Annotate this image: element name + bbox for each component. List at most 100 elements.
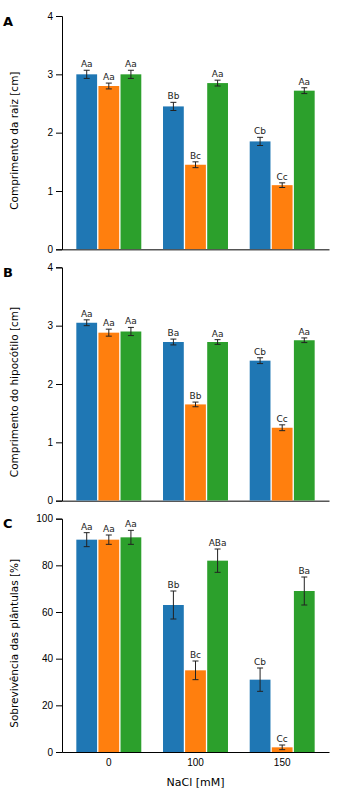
error-bar	[257, 137, 263, 145]
y-tick-mark	[56, 705, 62, 706]
y-tick-label: 0	[47, 747, 53, 758]
bar-annotation: Cb	[254, 126, 266, 136]
y-tick-mark	[56, 74, 62, 75]
bar	[185, 404, 206, 500]
bar-annotation: Cc	[277, 172, 288, 182]
y-tick-label: 1	[47, 186, 53, 197]
bar	[121, 74, 142, 249]
y-axis: 01234	[47, 262, 62, 506]
error-bar	[193, 162, 199, 168]
y-axis-line	[56, 519, 63, 752]
y-axis-title: Comprimento do hipocótilo [cm]	[8, 307, 20, 477]
bar-annotation: Bc	[190, 151, 201, 161]
y-tick: 0	[47, 244, 62, 255]
error-bar	[128, 327, 134, 335]
bar	[163, 342, 184, 501]
bar	[207, 342, 228, 501]
bar	[76, 323, 97, 501]
bar-annotation: Aa	[125, 59, 137, 69]
x-tick: 150	[274, 757, 291, 768]
chart-svg: 01234AaBbCbAaBcCcAaAaAaAComprimento da r…	[0, 0, 339, 796]
error-bar	[84, 533, 90, 547]
error-bar	[279, 745, 285, 750]
marks	[76, 530, 314, 752]
bar-annotation: Aa	[103, 318, 115, 328]
bar	[76, 74, 97, 249]
error-bar	[301, 577, 307, 605]
y-tick-mark	[56, 384, 62, 385]
error-bar	[301, 88, 307, 94]
y-tick: 0	[47, 495, 62, 506]
error-bar	[106, 329, 112, 336]
bar	[294, 591, 315, 752]
panel-title: C	[3, 516, 13, 531]
marks	[76, 70, 314, 249]
error-bar	[84, 320, 90, 326]
bar	[98, 86, 119, 249]
error-bar	[128, 530, 134, 544]
y-tick: 3	[47, 320, 62, 331]
y-tick-mark	[56, 565, 62, 566]
x-axis: 0100150	[63, 753, 330, 769]
y-tick: 2	[47, 379, 62, 390]
y-tick-label: 0	[47, 244, 53, 255]
y-tick-label: 2	[47, 127, 53, 138]
bar	[163, 605, 184, 752]
error-bar	[170, 339, 176, 345]
bar-annotation: Aa	[298, 77, 310, 87]
x-axis	[63, 249, 330, 250]
y-tick-label: 20	[42, 700, 54, 711]
panel: 01234AaBbCbAaBcCcAaAaAaAComprimento da r…	[3, 11, 330, 255]
bar	[121, 332, 142, 501]
bar-annotation: Aa	[81, 522, 93, 532]
bar	[185, 165, 206, 250]
y-tick: 100	[36, 513, 62, 524]
y-tick: 1	[47, 186, 62, 197]
bar	[121, 537, 142, 752]
y-tick-mark	[56, 501, 62, 502]
y-tick: 60	[42, 607, 62, 618]
error-bar	[257, 668, 263, 691]
y-tick-label: 3	[47, 320, 53, 331]
y-tick: 1	[47, 437, 62, 448]
y-tick: 3	[47, 69, 62, 80]
y-axis: 01234	[47, 11, 62, 255]
y-tick-label: 0	[47, 495, 53, 506]
error-bar	[215, 549, 221, 572]
bar-annotation: Aa	[81, 309, 93, 319]
x-axis	[63, 501, 330, 502]
bar-annotation: Cb	[254, 657, 266, 667]
bar-annotation: Aa	[212, 69, 224, 79]
y-tick-mark	[56, 249, 62, 250]
error-bar	[84, 70, 90, 78]
x-tick-label: 100	[187, 757, 204, 768]
bar-annotation: Aa	[125, 519, 137, 529]
y-tick-label: 40	[42, 653, 54, 664]
y-tick-label: 2	[47, 379, 53, 390]
y-tick-mark	[56, 267, 62, 268]
bar	[163, 106, 184, 249]
bar	[76, 540, 97, 752]
bar	[207, 561, 228, 752]
bar	[185, 670, 206, 752]
panel-title: B	[3, 265, 13, 280]
error-bar	[106, 535, 112, 544]
error-bar	[128, 70, 134, 78]
y-tick-mark	[56, 659, 62, 660]
error-bar	[193, 402, 199, 407]
x-tick-label: 150	[274, 757, 291, 768]
bar-annotation: Bc	[190, 650, 201, 660]
error-bar	[257, 358, 263, 364]
y-tick-mark	[56, 16, 62, 17]
bar-annotation: Aa	[103, 72, 115, 82]
bar-annotation: Cc	[277, 734, 288, 744]
bar-annotation: Aa	[81, 59, 93, 69]
y-tick-mark	[56, 191, 62, 192]
error-bar	[279, 183, 285, 188]
y-axis-title: Sobrevivência das plântulas [%]	[8, 559, 20, 728]
x-axis-line	[63, 501, 330, 502]
y-tick-label: 80	[42, 560, 54, 571]
y-axis-title: Comprimento da raiz [cm]	[8, 72, 20, 210]
error-bar	[215, 80, 221, 86]
error-bar	[106, 83, 112, 89]
